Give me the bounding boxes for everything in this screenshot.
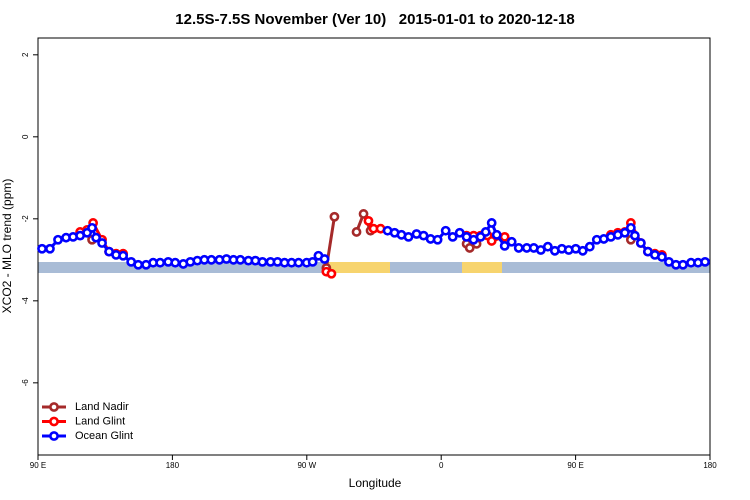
y-tick-label: -6 <box>21 379 30 387</box>
legend-marker <box>49 402 59 412</box>
point <box>53 234 63 245</box>
y-tick-label: 0 <box>21 134 30 139</box>
point <box>293 257 304 268</box>
point <box>118 250 129 261</box>
y-axis-label: XCO2 - MLO trend (ppm) <box>0 179 14 314</box>
x-axis-label: Longitude <box>349 476 402 490</box>
legend-label: Ocean Glint <box>75 430 133 442</box>
point <box>432 234 443 245</box>
legend-marker <box>49 431 59 441</box>
point <box>542 241 553 252</box>
point <box>629 230 640 241</box>
point <box>257 256 268 267</box>
point <box>87 222 97 233</box>
x-tick-label: 90 E <box>567 461 583 470</box>
chart-title: 12.5S-7.5S November (Ver 10) 2015-01-01 … <box>175 11 574 28</box>
point <box>97 238 107 248</box>
point <box>403 231 414 242</box>
point <box>584 241 595 252</box>
x-tick-label: 0 <box>439 461 444 470</box>
point <box>657 252 667 262</box>
point <box>486 236 497 246</box>
point <box>358 209 369 219</box>
point <box>577 245 588 256</box>
point <box>235 254 246 265</box>
y-tick-label: -2 <box>21 215 30 223</box>
point <box>499 231 510 242</box>
point <box>491 229 502 240</box>
point <box>513 243 524 253</box>
point <box>635 238 646 248</box>
point <box>170 257 181 268</box>
point <box>440 225 451 236</box>
x-tick-label: 180 <box>703 461 717 470</box>
surface-strip-land <box>327 262 390 273</box>
point <box>206 254 217 265</box>
point <box>307 256 318 267</box>
point <box>619 227 630 238</box>
point <box>155 257 166 268</box>
y-tick-label: -4 <box>21 297 30 305</box>
x-tick-label: 180 <box>166 461 180 470</box>
point <box>45 243 55 254</box>
legend-label: Land Nadir <box>75 401 129 413</box>
point <box>678 259 688 270</box>
point <box>329 211 340 222</box>
point <box>326 268 337 279</box>
point <box>91 232 101 243</box>
point <box>499 240 510 251</box>
point <box>480 227 491 237</box>
x-tick-label: 90 W <box>297 461 316 470</box>
point <box>486 218 497 228</box>
point <box>454 227 465 238</box>
point <box>700 256 710 267</box>
point <box>363 215 374 226</box>
surface-strip-land <box>462 262 502 273</box>
x-tick-label: 90 E <box>30 461 46 470</box>
point <box>37 243 47 254</box>
legend-marker <box>49 416 59 427</box>
point <box>464 243 475 253</box>
point <box>319 254 330 264</box>
legend-label: Land Glint <box>75 415 125 427</box>
point <box>625 222 636 233</box>
y-tick-label: 2 <box>21 52 30 57</box>
plot-frame <box>37 37 711 456</box>
point <box>133 259 144 270</box>
point <box>506 236 517 247</box>
point <box>447 231 458 242</box>
point <box>351 227 362 237</box>
